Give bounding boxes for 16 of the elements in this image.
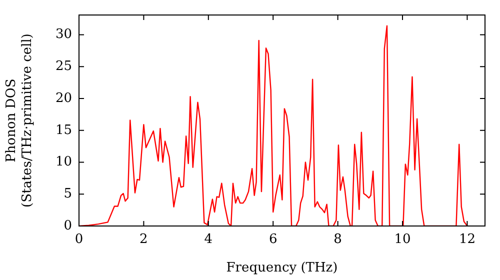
- x-tick-label: 2: [140, 232, 148, 248]
- x-tick-label: 6: [268, 232, 278, 248]
- x-axis-title: Frequency (THz): [226, 260, 338, 276]
- y-tick-label: 5: [64, 186, 72, 202]
- x-tick-label: 12: [458, 232, 476, 248]
- y-tick-label: 10: [55, 154, 72, 170]
- y-tick-label: 25: [55, 59, 72, 74]
- x-tick-label: 4: [204, 232, 213, 248]
- x-tick-label: 8: [334, 232, 342, 248]
- y-tick-label: 15: [55, 122, 72, 138]
- x-tick-label: 0: [74, 232, 84, 248]
- y-tick-label: 30: [55, 27, 72, 42]
- y-tick-label: 20: [55, 90, 72, 106]
- x-tick-label: 10: [394, 232, 411, 248]
- y-axis-title: Phonon DOS (States/THz·primitive cell): [4, 33, 35, 208]
- y-tick-label: 0: [64, 218, 72, 234]
